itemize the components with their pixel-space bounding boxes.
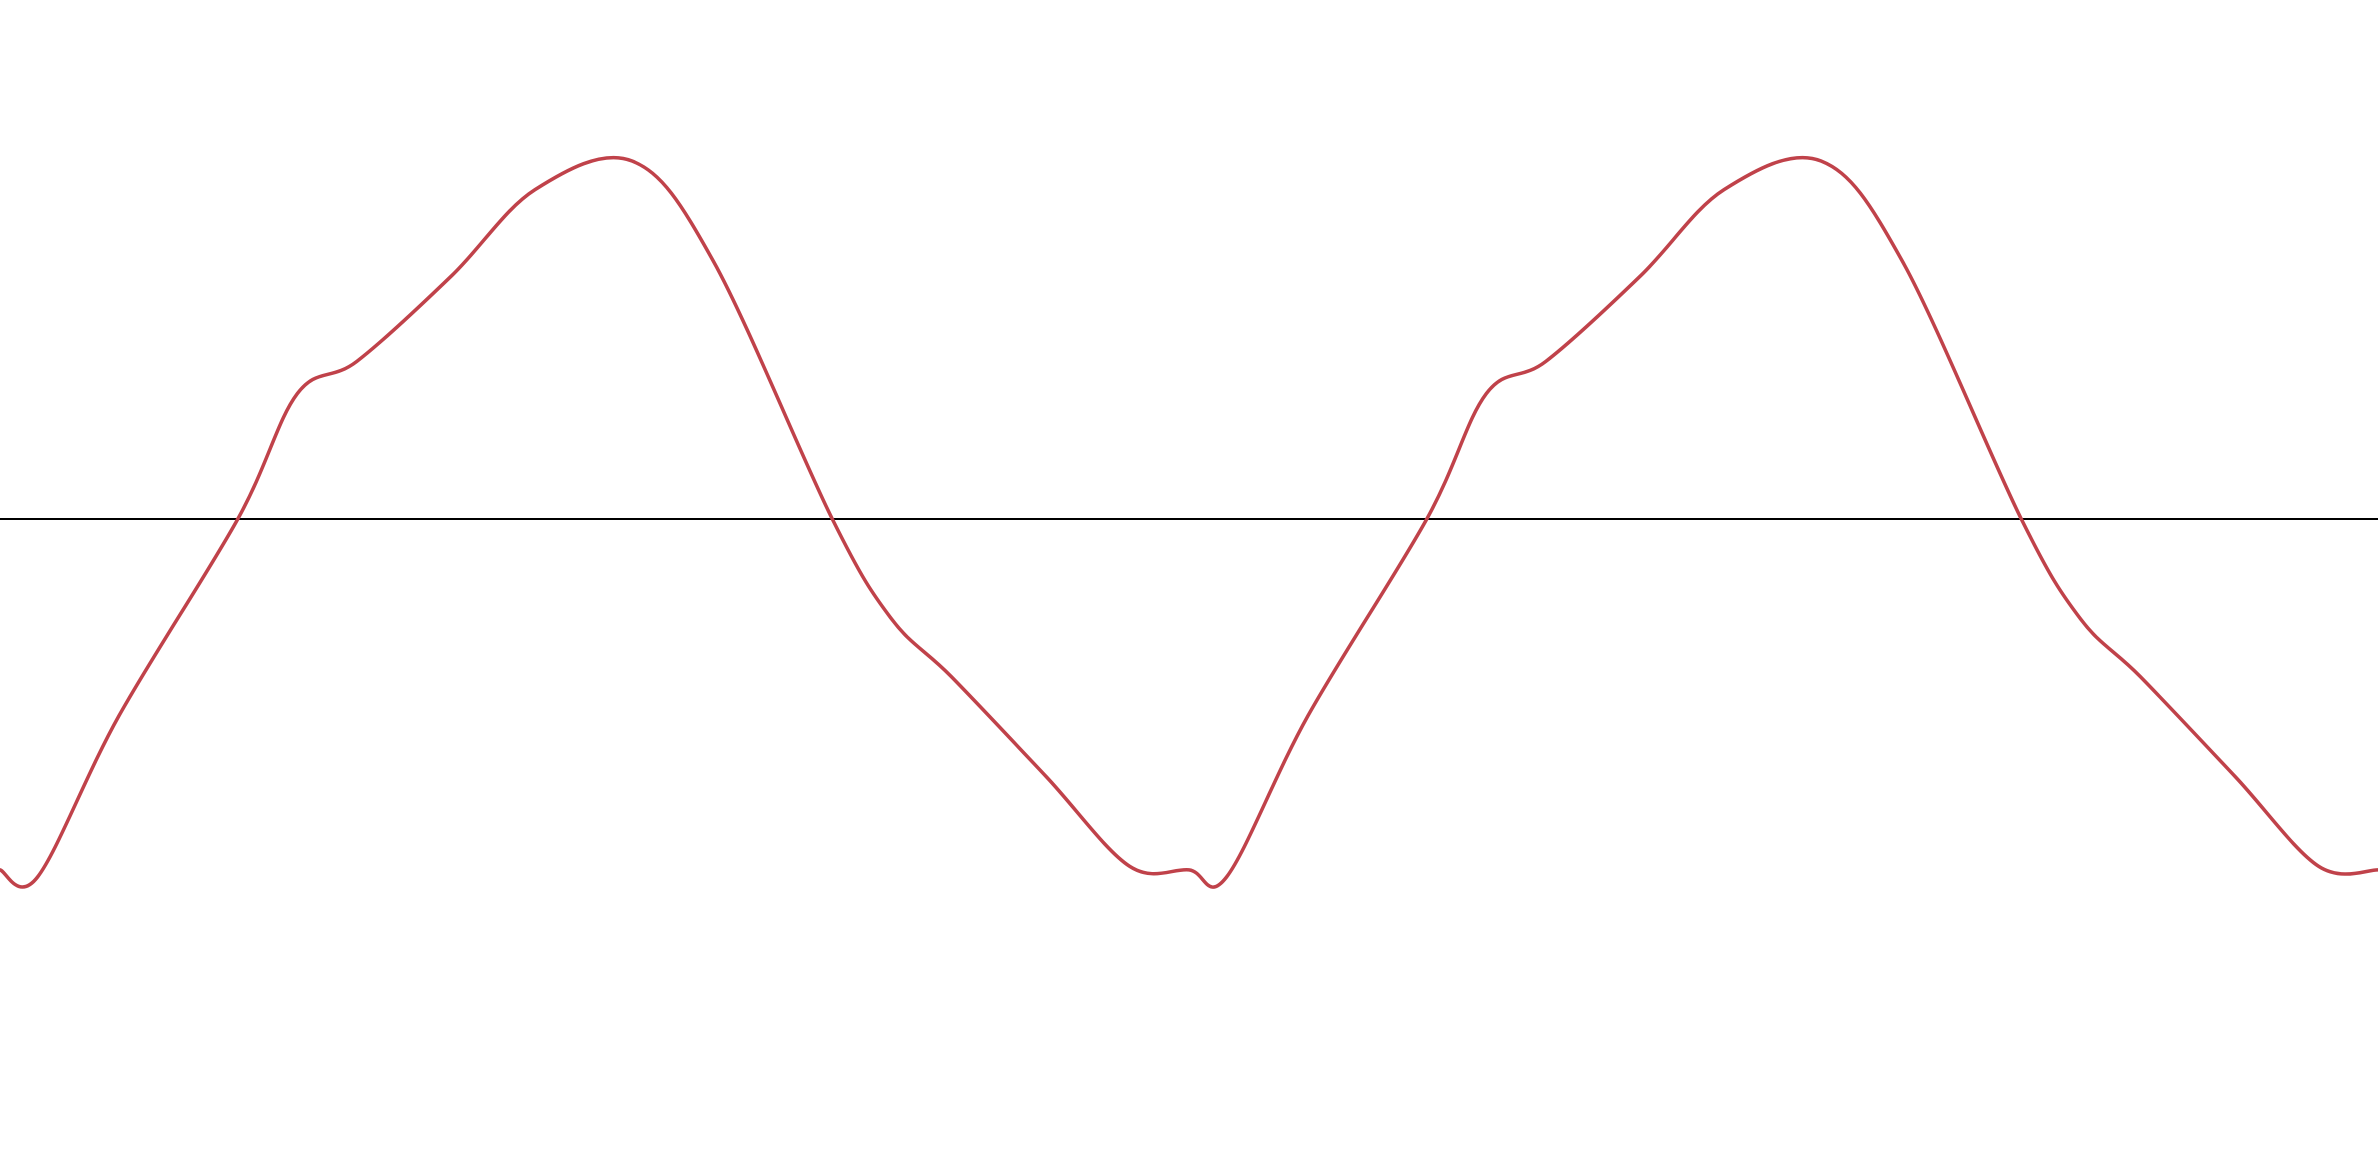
series-layer xyxy=(0,155,2378,889)
series-line-0 xyxy=(0,155,2378,889)
